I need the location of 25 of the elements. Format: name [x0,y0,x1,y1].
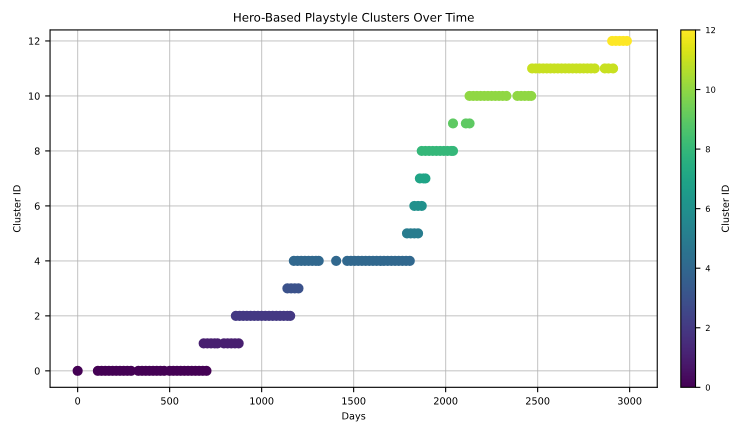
x-tick-label: 1500 [342,397,366,405]
color-bar-label: 10 [706,86,716,93]
x-tick-label: 0 [75,397,80,405]
y-tick-label: 8 [34,147,40,155]
y-tick-label: 10 [29,92,40,100]
y-tick-label: 2 [34,312,40,320]
y-axis-title: Cluster ID [12,185,21,232]
x-tick-label: 1000 [250,397,274,405]
x-axis-title: Days [342,412,366,422]
color-bar-label: 8 [706,146,710,152]
color-bar-label: 2 [706,324,710,331]
color-bar-title: Cluster ID [721,185,729,232]
x-tick-label: 2000 [434,397,458,405]
color-bar-label: 0 [706,384,710,391]
chart-title: Hero-Based Playstyle Clusters Over Time [234,12,474,24]
color-bar-label: 12 [706,26,716,34]
y-tick-label: 0 [34,367,40,375]
y-tick-label: 12 [29,37,40,45]
color-bar-label: 6 [706,206,710,212]
y-tick-label: 4 [34,257,40,265]
x-tick-label: 500 [161,397,178,405]
color-bar-label: 4 [706,265,710,272]
y-tick-label: 6 [34,202,40,210]
x-tick-label: 2500 [526,397,550,405]
x-tick-label: 3000 [618,397,642,405]
